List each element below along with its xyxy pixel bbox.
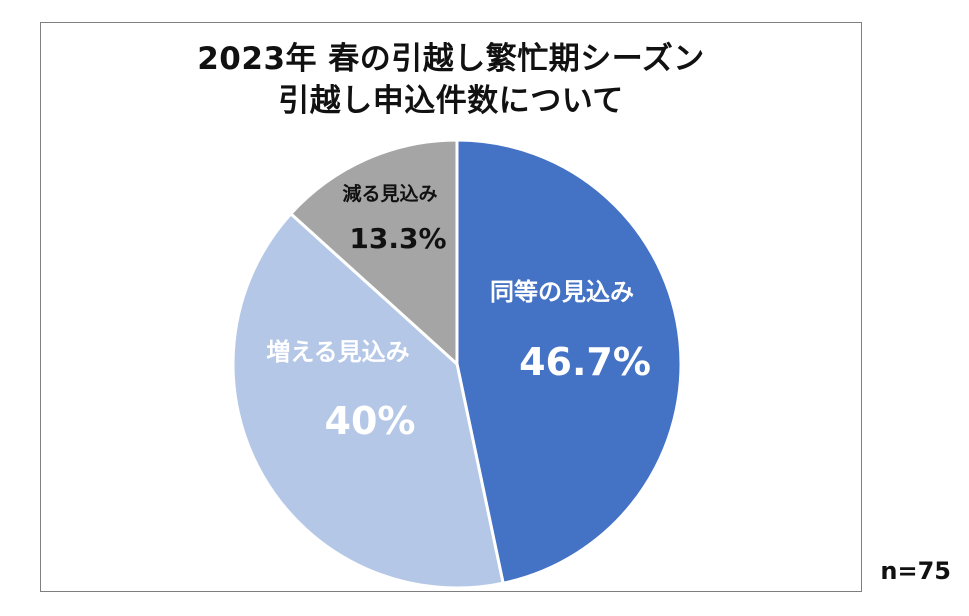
sample-size-label: n=75 — [880, 557, 951, 585]
slice-category-label-3: 減る見込み — [342, 182, 437, 205]
pie-slice-1 — [455, 138, 683, 585]
chart-title-line-1: 2023年 春の引越し繁忙期シーズン — [197, 41, 705, 77]
pie-slice-2 — [231, 212, 505, 590]
slice-value-label-1: 46.7% — [519, 340, 651, 384]
pie-slice-3 — [289, 138, 459, 366]
slice-category-label-2: 増える見込み — [266, 338, 409, 366]
chart-title-line-2: 引越し申込件数について — [278, 83, 624, 119]
slice-category-label-1: 同等の見込み — [490, 278, 634, 306]
slice-value-label-2: 40% — [325, 399, 416, 443]
slice-value-label-3: 13.3% — [349, 222, 446, 255]
chart-title: 2023年 春の引越し繁忙期シーズン 引越し申込件数について — [40, 38, 862, 122]
